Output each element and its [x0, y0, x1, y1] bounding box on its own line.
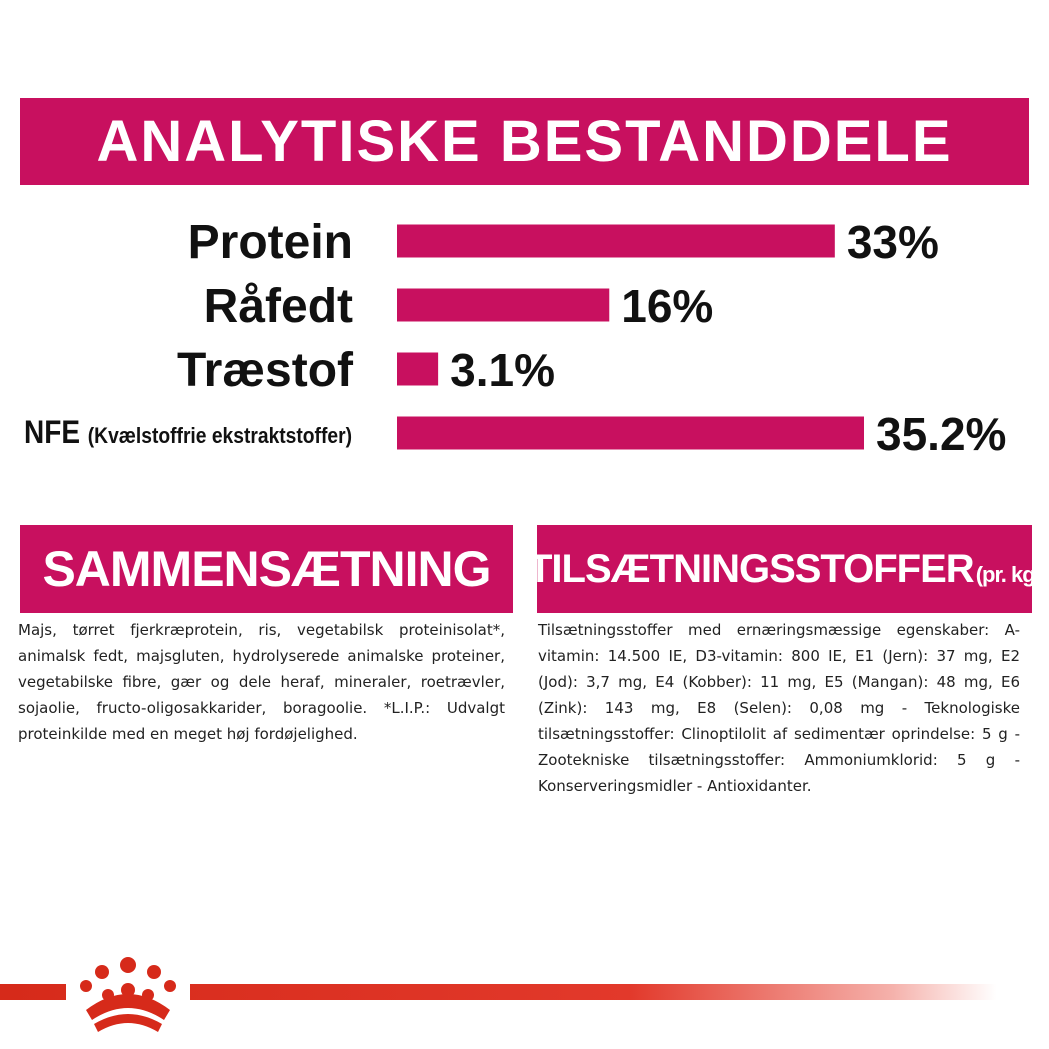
- value-label-0: 33%: [847, 216, 939, 268]
- composition-title: SAMMENSÆTNING: [42, 541, 491, 597]
- category-label-2: Træstof: [177, 344, 354, 397]
- composition-header: SAMMENSÆTNING: [20, 525, 513, 613]
- royal-canin-crown-icon: [66, 948, 190, 1042]
- bar-2: [397, 352, 439, 386]
- category-label-3: NFE (Kvælstoffrie ekstraktstoffer): [24, 414, 352, 450]
- bar-3: [397, 416, 864, 450]
- additives-header: TILSÆTNINGSSTOFFER(pr. kg): [528, 525, 1042, 613]
- page-title: ANALYTISKE BESTANDDELE: [96, 109, 953, 174]
- value-label-1: 16%: [621, 280, 713, 332]
- category-label-0: Protein: [188, 216, 353, 269]
- bar-0: [397, 224, 835, 258]
- category-label-1: Råfedt: [204, 280, 353, 333]
- composition-text: Majs, tørret fjerkræprotein, ris, vegeta…: [18, 621, 505, 743]
- additives-title: TILSÆTNINGSSTOFFER(pr. kg): [527, 546, 1042, 592]
- nutrient-bar-chart: Protein 33% Råfedt 16% Træstof 3.1% NFE (Kvæls…: [24, 216, 1006, 460]
- title-banner: ANALYTISKE BESTANDDELE: [20, 98, 1029, 185]
- bar-1: [397, 288, 610, 322]
- additives-text: Tilsætningsstoffer med ernæringsmæssige …: [538, 621, 1020, 795]
- additives-title-suffix: (pr. kg): [975, 561, 1042, 587]
- value-label-3: 35.2%: [876, 408, 1006, 460]
- value-label-2: 3.1%: [450, 344, 555, 396]
- additives-title-main: TILSÆTNINGSSTOFFER: [527, 546, 975, 591]
- brand-stripe: [0, 984, 1049, 1000]
